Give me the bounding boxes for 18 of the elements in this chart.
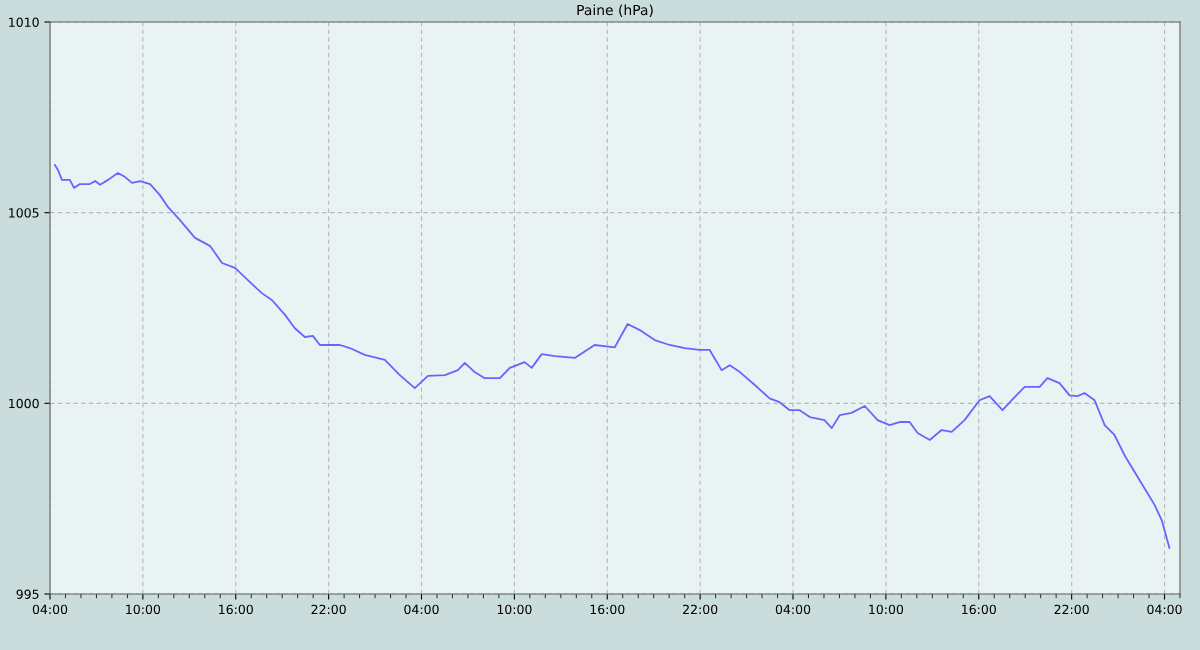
x-tick-label: 10:00 xyxy=(869,604,904,615)
x-tick-label: 22:00 xyxy=(311,604,346,615)
y-tick-label: 1005 xyxy=(9,208,39,218)
x-tick-label: 10:00 xyxy=(497,604,532,615)
x-tick-label: 16:00 xyxy=(962,604,996,615)
y-tick-label: 1000 xyxy=(9,398,39,409)
x-tick-label: 04:00 xyxy=(775,604,811,615)
x-tick-label: 04:00 xyxy=(32,604,68,615)
x-tick-label: 22:00 xyxy=(683,604,718,615)
chart-title: Paine (hPa) xyxy=(577,4,653,17)
x-tick-label: 04:00 xyxy=(404,604,439,615)
x-tick-label: 16:00 xyxy=(590,604,625,615)
x-tick-label: 10:00 xyxy=(126,604,161,615)
x-tick-label: 22:00 xyxy=(1054,604,1089,615)
x-tick-label: 04:00 xyxy=(1147,604,1182,615)
x-tick-label: 16:00 xyxy=(219,604,253,615)
y-tick-label: 1010 xyxy=(9,17,39,27)
y-tick-label: 995 xyxy=(16,589,39,599)
